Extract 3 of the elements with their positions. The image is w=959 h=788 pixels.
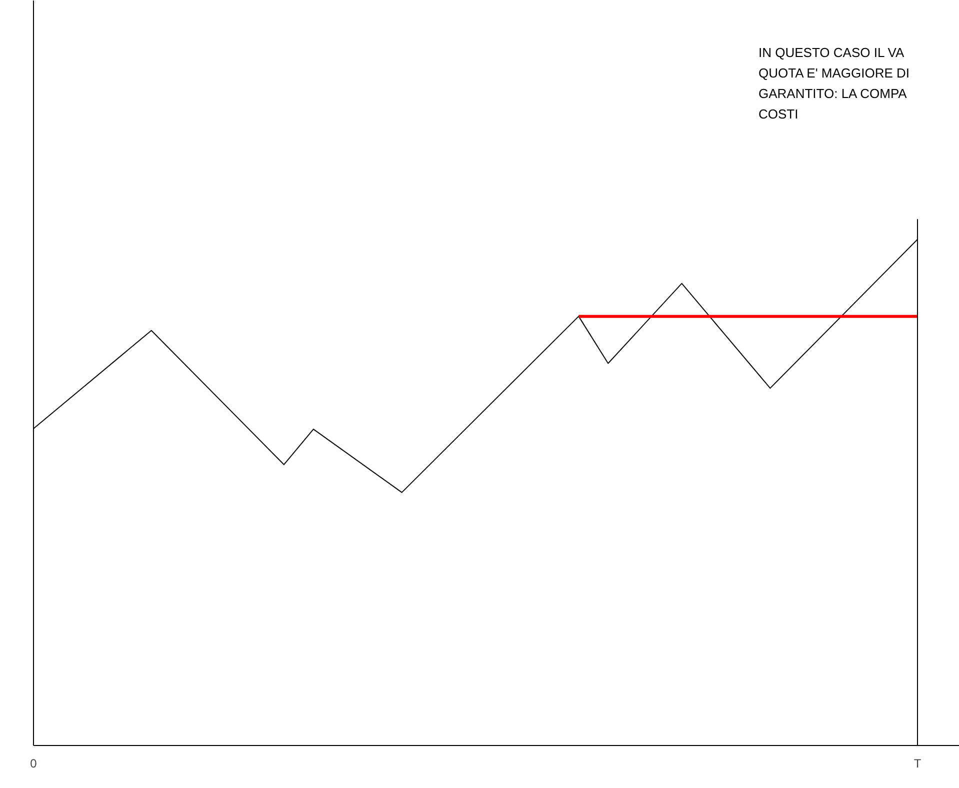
x-tick-label: 0 [30, 756, 38, 770]
x-tick-label: T [914, 756, 922, 770]
text: IN QUESTO CASO IL VA QUOTA E' MAGGIORE DI GARANTITO: LA COMPA COSTI [758, 45, 910, 122]
